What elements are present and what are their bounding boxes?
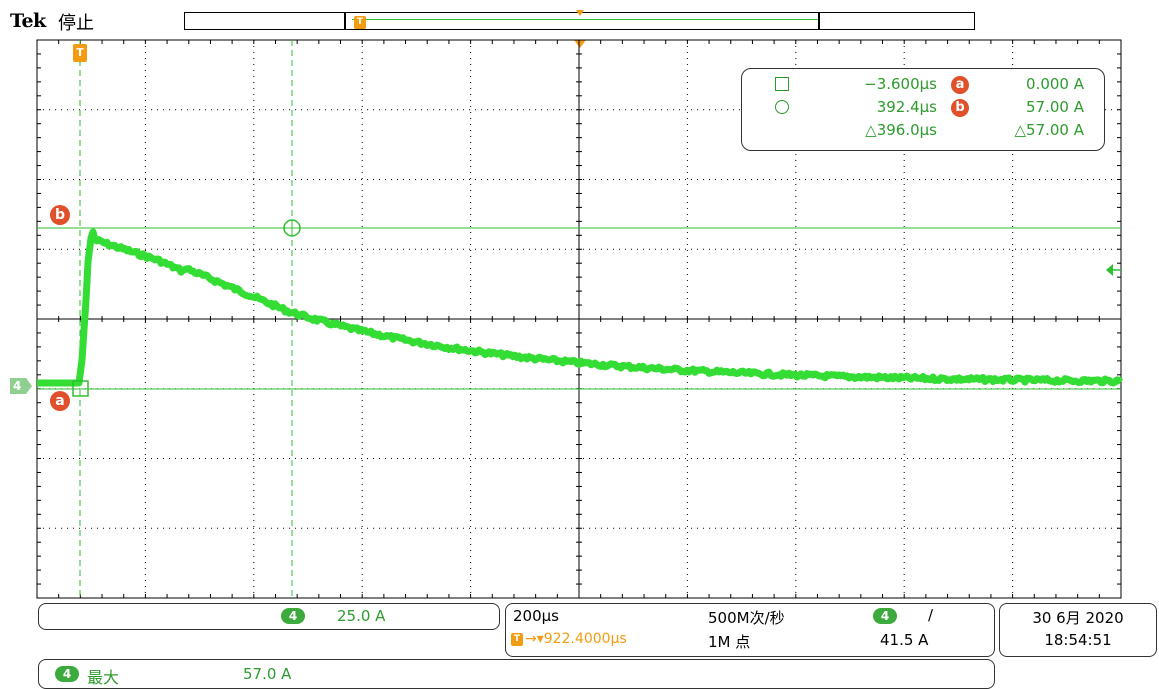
trigger-slope-icon: ∕ — [928, 606, 934, 624]
time: 18:54:51 — [1044, 631, 1112, 649]
waveform-trace — [35, 228, 1124, 387]
measure-value: 57.0 A — [243, 665, 292, 683]
cursor-1-square-marker — [72, 380, 89, 397]
channel-scale-panel[interactable] — [38, 603, 500, 630]
cursor-1-time: −3.600µs — [864, 75, 937, 93]
square-cursor-icon — [775, 77, 789, 91]
acquisition-status: 停止 — [58, 13, 94, 34]
trigger-pos-icon: T — [511, 633, 523, 646]
record-length: 1M 点 — [708, 633, 751, 651]
channel-4-scale: 25.0 A — [337, 607, 386, 625]
measure-channel-badge: 4 — [55, 666, 79, 682]
trigger-level: 41.5 A — [880, 631, 929, 649]
trigger-source-badge: 4 — [873, 608, 897, 624]
circle-cursor-icon — [775, 100, 789, 114]
trigger-position: →▾922.4000µs — [525, 631, 627, 647]
trigger-position-marker[interactable] — [573, 8, 587, 48]
measurement-panel[interactable] — [38, 659, 995, 689]
date-time-panel: 30 6月 2020 18:54:51 — [999, 603, 1157, 657]
cursor-delta-value: △57.00 A — [1014, 121, 1084, 139]
graticule — [36, 39, 1122, 599]
trigger-time-marker[interactable]: T — [73, 44, 87, 62]
cursor-b-readout-badge: b — [951, 99, 969, 117]
record-trigger-marker: T — [354, 16, 366, 29]
cursor-readout-panel: −3.600µs 392.4µs △396.0µs a b 0.000 A 57… — [741, 68, 1105, 151]
trigger-level-arrow — [1106, 264, 1113, 276]
sample-rate: 500M次/秒 — [708, 609, 785, 627]
channel-4-ground-label: 4 — [13, 379, 22, 393]
horizontal-panel[interactable] — [505, 603, 995, 657]
channel-4-ground-marker — [10, 378, 32, 394]
cursor-b-value: 57.00 A — [1026, 98, 1084, 116]
cursor-a-readout-badge: a — [951, 76, 969, 94]
cursor-2-time: 392.4µs — [876, 98, 937, 116]
measure-label: 最大 — [87, 668, 120, 687]
cursor-a-badge[interactable]: a — [50, 391, 70, 411]
date: 30 6月 2020 — [1032, 609, 1124, 627]
channel-4-waveform — [35, 228, 1124, 387]
cursor-a-value: 0.000 A — [1026, 75, 1084, 93]
record-view-window[interactable] — [344, 12, 820, 30]
cursor-b-badge[interactable]: b — [50, 205, 70, 225]
brand-logo: Tek — [10, 10, 46, 32]
cursor-delta-time: △396.0µs — [865, 121, 937, 139]
record-waveform-line — [352, 19, 818, 20]
timebase: 200µs — [513, 607, 559, 625]
channel-4-badge: 4 — [281, 608, 305, 624]
